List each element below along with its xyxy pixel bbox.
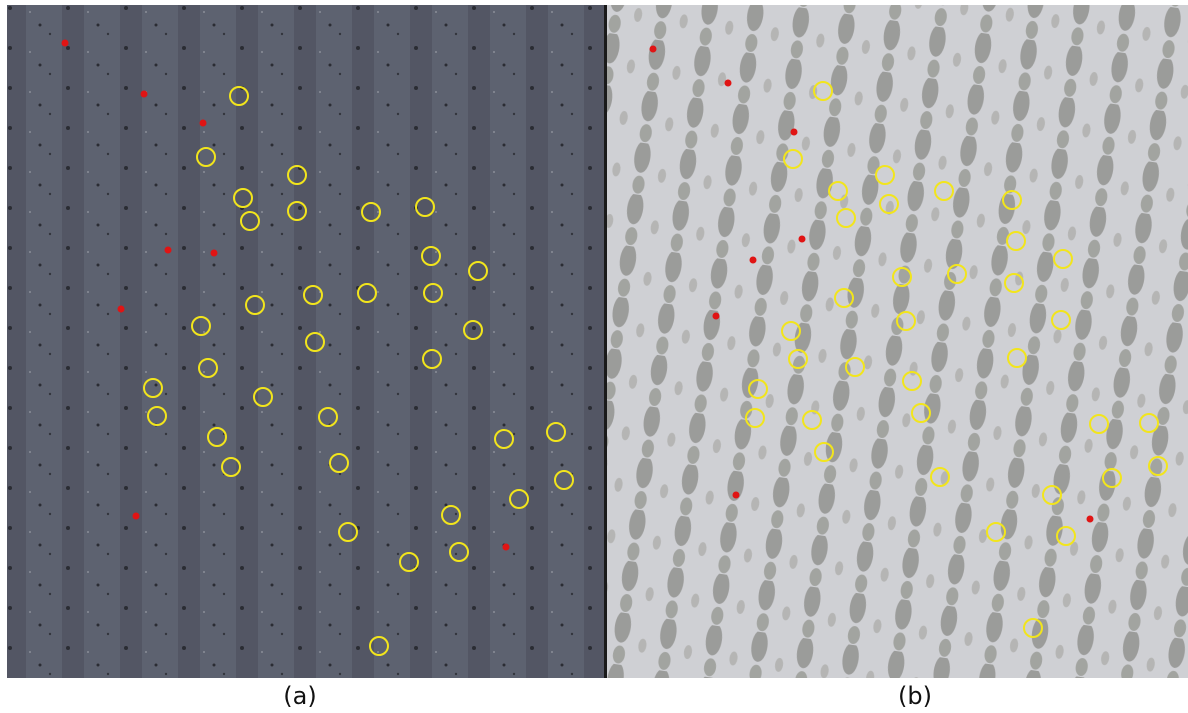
red-point xyxy=(140,90,148,98)
divider xyxy=(604,5,607,678)
detected-circle xyxy=(357,283,377,303)
red-point xyxy=(210,249,218,257)
detected-circle xyxy=(781,321,801,341)
red-point xyxy=(199,119,207,127)
red-point xyxy=(749,256,757,264)
detected-circle xyxy=(1023,618,1043,638)
detected-circle xyxy=(814,442,834,462)
red-point xyxy=(649,45,657,53)
detected-circle xyxy=(902,371,922,391)
detected-circle xyxy=(554,470,574,490)
detected-circle xyxy=(318,407,338,427)
detected-circle xyxy=(1006,231,1026,251)
detected-circle xyxy=(813,81,833,101)
detected-circle xyxy=(196,147,216,167)
red-point xyxy=(117,305,125,313)
detected-circle xyxy=(892,267,912,287)
red-point xyxy=(790,128,798,136)
detected-circle xyxy=(509,489,529,509)
red-point xyxy=(61,39,69,47)
red-point xyxy=(712,312,720,320)
detected-circle xyxy=(748,379,768,399)
detected-circle xyxy=(788,349,808,369)
panel-label: (a) xyxy=(283,682,316,710)
detected-circle xyxy=(1053,249,1073,269)
detected-circle xyxy=(369,636,389,656)
detected-circle xyxy=(198,358,218,378)
detected-circle xyxy=(1002,190,1022,210)
detected-circle xyxy=(896,311,916,331)
detected-circle xyxy=(1102,468,1122,488)
detected-circle xyxy=(415,197,435,217)
detected-circle xyxy=(1148,456,1168,476)
detected-circle xyxy=(468,261,488,281)
detected-circle xyxy=(245,295,265,315)
detected-circle xyxy=(494,429,514,449)
detected-circle xyxy=(361,202,381,222)
detected-circle xyxy=(911,403,931,423)
detected-circle xyxy=(1139,413,1159,433)
detected-circle xyxy=(934,181,954,201)
detected-circle xyxy=(399,552,419,572)
detected-circle xyxy=(783,149,803,169)
detected-circle xyxy=(147,406,167,426)
detected-circle xyxy=(836,208,856,228)
detected-circle xyxy=(421,246,441,266)
detected-circle xyxy=(1051,310,1071,330)
detected-circle xyxy=(1042,485,1062,505)
detected-circle xyxy=(287,201,307,221)
panel-label: (b) xyxy=(898,682,932,710)
detected-circle xyxy=(207,427,227,447)
detected-circle xyxy=(221,457,241,477)
detected-circle xyxy=(802,410,822,430)
detected-circle xyxy=(1056,526,1076,546)
detected-circle xyxy=(834,288,854,308)
detected-circle xyxy=(441,505,461,525)
detected-circle xyxy=(986,522,1006,542)
detected-circle xyxy=(546,422,566,442)
red-point xyxy=(798,235,806,243)
detected-circle xyxy=(143,378,163,398)
markers xyxy=(61,39,1168,656)
detected-circle xyxy=(233,188,253,208)
detected-circle xyxy=(845,357,865,377)
detected-circle xyxy=(930,467,950,487)
detected-circle xyxy=(303,285,323,305)
detected-circle xyxy=(745,408,765,428)
detected-circle xyxy=(449,542,469,562)
detected-circle xyxy=(305,332,325,352)
red-point xyxy=(1086,515,1094,523)
detected-circle xyxy=(287,165,307,185)
detected-circle xyxy=(828,181,848,201)
detected-circle xyxy=(422,349,442,369)
detected-circle xyxy=(229,86,249,106)
red-point xyxy=(724,79,732,87)
detected-circle xyxy=(338,522,358,542)
detected-circle xyxy=(1004,273,1024,293)
detected-circle xyxy=(240,211,260,231)
red-point xyxy=(502,543,510,551)
detected-circle xyxy=(875,165,895,185)
detected-circle xyxy=(423,283,443,303)
detected-circle xyxy=(191,316,211,336)
detected-circle xyxy=(879,194,899,214)
red-point xyxy=(164,246,172,254)
detected-circle xyxy=(329,453,349,473)
detected-circle xyxy=(463,320,483,340)
red-point xyxy=(732,491,740,499)
detected-circle xyxy=(1007,348,1027,368)
panel-b-image xyxy=(607,5,1188,678)
red-point xyxy=(132,512,140,520)
detected-circle xyxy=(253,387,273,407)
detected-circle xyxy=(1089,414,1109,434)
detected-circle xyxy=(947,264,967,284)
